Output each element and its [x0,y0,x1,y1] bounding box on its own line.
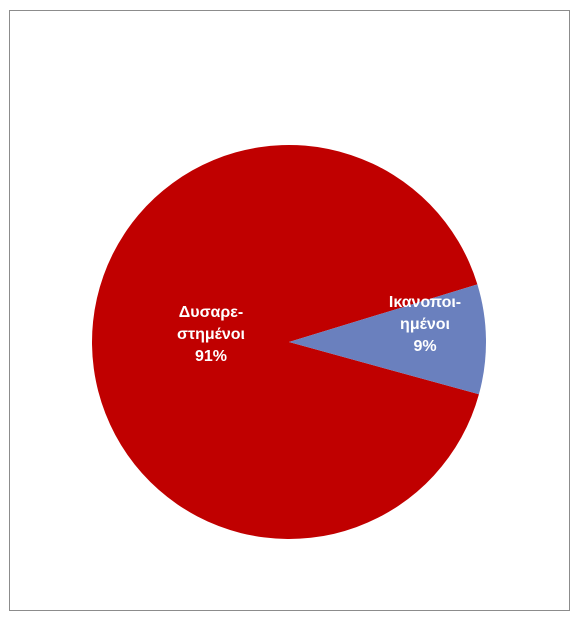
data-label-ikanopoiimenoi-percent: 9% [413,338,437,355]
data-label-ikanopoiimenoi-line-1: Ικανοποι- [388,294,462,311]
pie-slice-dysarestimenoi [92,145,479,540]
data-label-dysarestimenoi-line-2: στημένοι [177,326,245,343]
data-label-dysarestimenoi-percent: 91% [194,348,228,365]
data-label-dysarestimenoi: Δυσαρε- στημένοι 91% [146,302,276,368]
data-label-ikanopoiimenoi: Ικανοποι- ημένοι 9% [362,292,488,358]
pie-slice-ikanopoiimenoi [289,284,487,395]
data-label-dysarestimenoi-line-1: Δυσαρε- [178,304,244,321]
data-label-ikanopoiimenoi-line-2: ημένοι [400,316,450,333]
